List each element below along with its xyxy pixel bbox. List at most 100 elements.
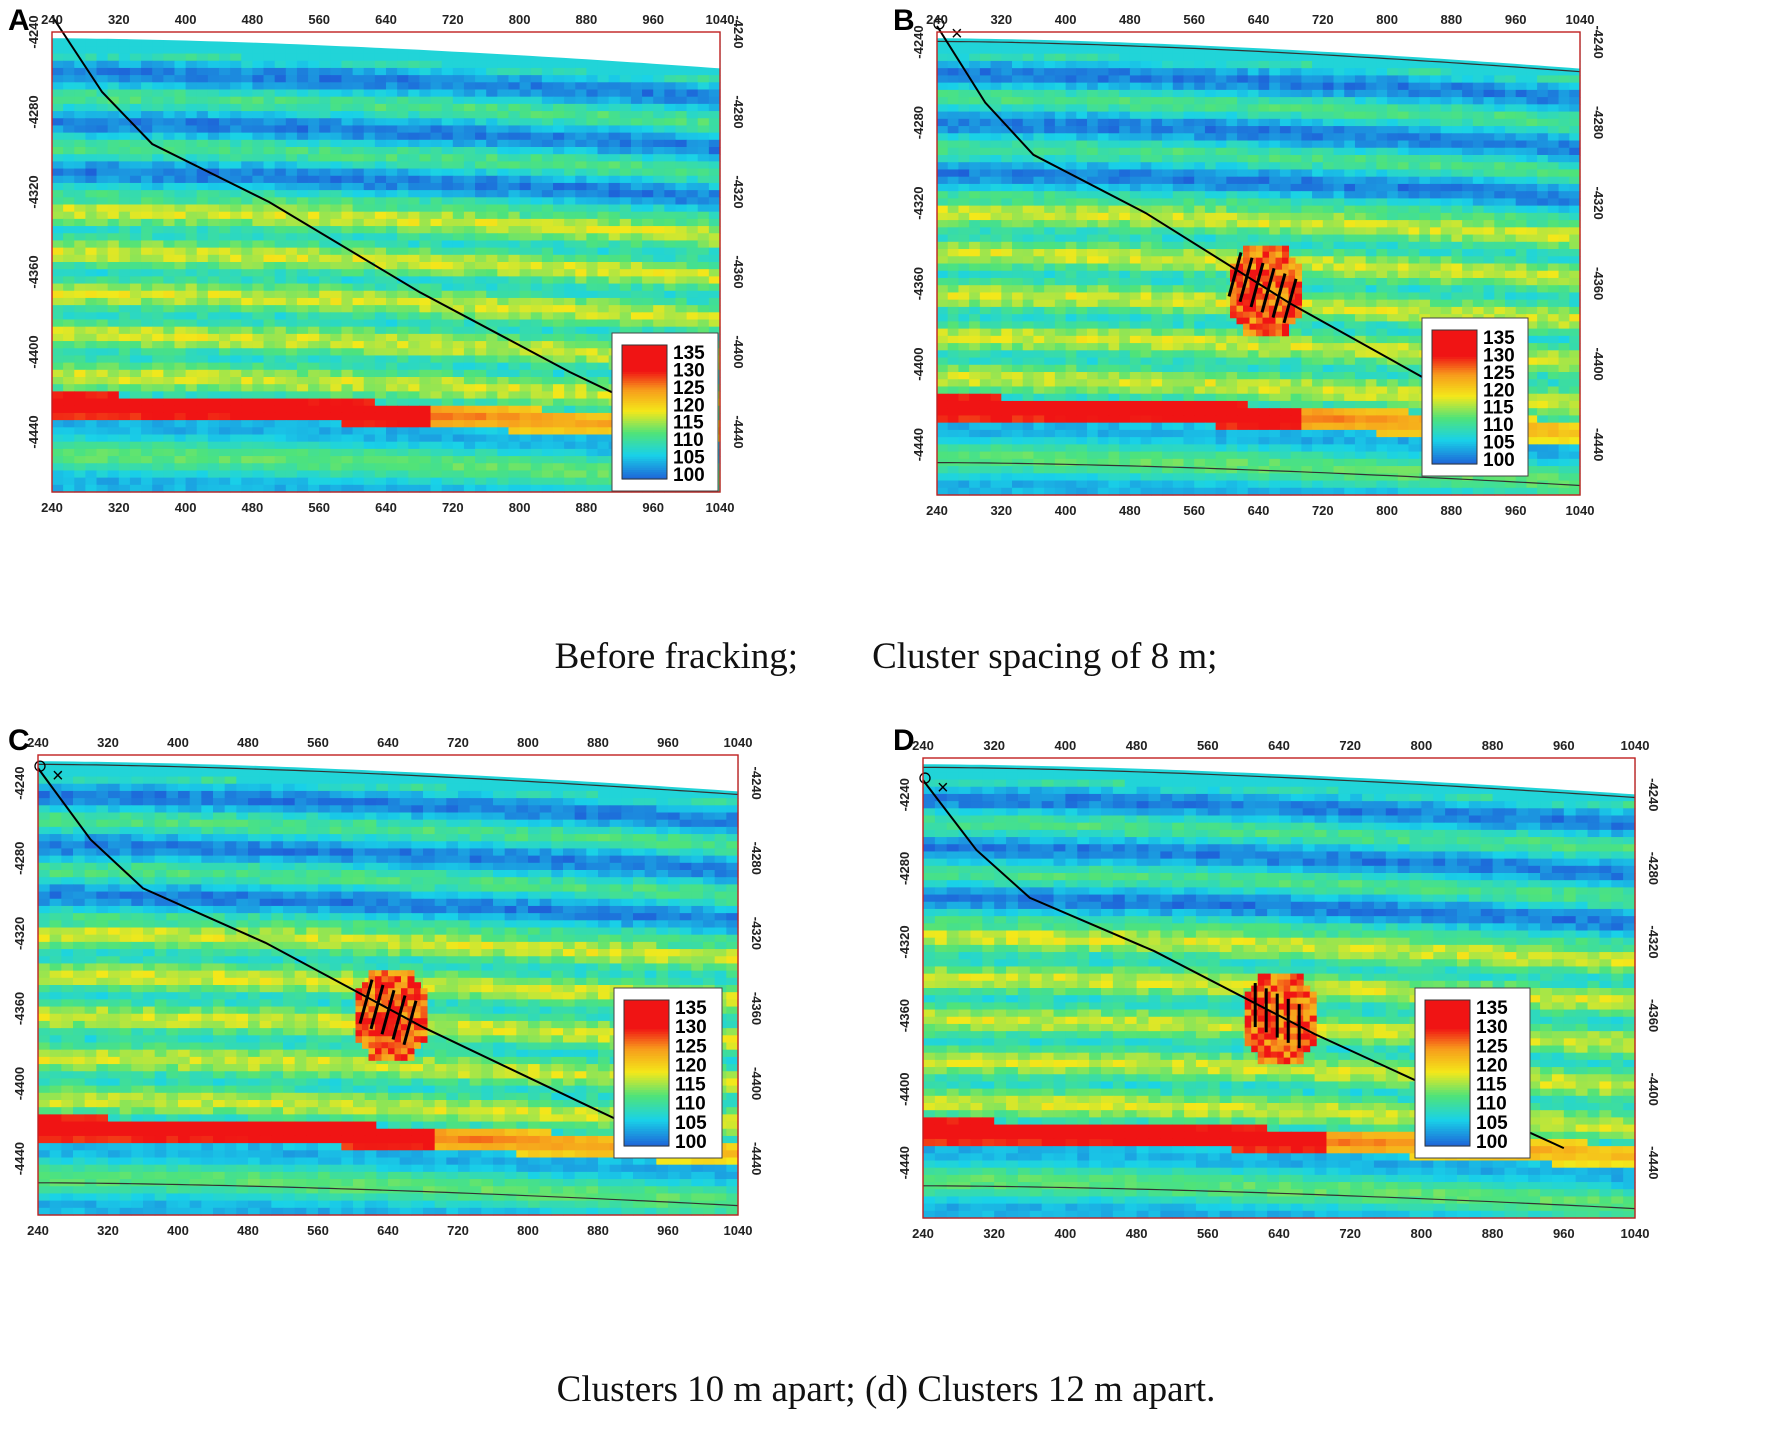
x-tick-label-bottom: 800 bbox=[509, 500, 531, 515]
wellhead-x-label: × bbox=[937, 777, 949, 799]
colorbar-tick-label: 110 bbox=[1483, 415, 1514, 436]
x-tick-label-bottom: 880 bbox=[1482, 1226, 1504, 1241]
y-tick-label-left: -4280 bbox=[897, 852, 912, 885]
y-tick-label-left: -4360 bbox=[26, 255, 41, 288]
y-tick-label-right: -4240 bbox=[1591, 25, 1606, 58]
y-tick-label-right: -4320 bbox=[749, 917, 764, 950]
x-tick-label-bottom: 480 bbox=[242, 500, 264, 515]
colorbar-tick-label: 125 bbox=[673, 378, 705, 399]
y-tick-label-left: -4400 bbox=[12, 1067, 27, 1100]
y-tick-label-left: -4240 bbox=[26, 15, 41, 48]
x-tick-label-top: 320 bbox=[983, 738, 1005, 753]
x-tick-label-top: 400 bbox=[1055, 738, 1077, 753]
wellhead-x-label: × bbox=[951, 23, 963, 45]
colorbar-tick-label: 115 bbox=[1483, 398, 1514, 419]
x-tick-label-top: 800 bbox=[517, 735, 539, 750]
y-tick-label-left: -4280 bbox=[911, 106, 926, 139]
y-tick-label-left: -4440 bbox=[911, 428, 926, 461]
x-tick-label-top: 960 bbox=[1553, 738, 1575, 753]
x-tick-label-bottom: 560 bbox=[307, 1223, 329, 1238]
y-tick-label-left: -4440 bbox=[26, 415, 41, 448]
y-tick-label-left: -4320 bbox=[897, 925, 912, 958]
colorbar-tick-label: 130 bbox=[673, 360, 705, 381]
x-tick-label-bottom: 240 bbox=[926, 503, 948, 518]
y-tick-label-left: -4360 bbox=[12, 992, 27, 1025]
frac-cluster-line bbox=[358, 979, 374, 1025]
x-tick-label-top: 960 bbox=[657, 735, 679, 750]
colorbar-tick-label: 135 bbox=[1476, 998, 1508, 1019]
frac-cluster-line bbox=[1249, 262, 1265, 308]
x-tick-label-bottom: 480 bbox=[1126, 1226, 1148, 1241]
colorbar-tick-label: 120 bbox=[1476, 1055, 1508, 1076]
y-tick-label-right: -4280 bbox=[731, 95, 746, 128]
seismic-section-plot: ×240240320320400400480480560560640640720… bbox=[12, 735, 764, 1238]
x-tick-label-bottom: 400 bbox=[175, 500, 197, 515]
y-tick-label-right: -4440 bbox=[1591, 428, 1606, 461]
y-tick-label-left: -4440 bbox=[897, 1146, 912, 1179]
top-horizon-line bbox=[936, 40, 1581, 73]
x-tick-label-top: 640 bbox=[1248, 12, 1270, 27]
colorbar-tick-label: 130 bbox=[1476, 1017, 1508, 1038]
y-tick-label-right: -4320 bbox=[1591, 186, 1606, 219]
x-tick-label-bottom: 320 bbox=[108, 500, 130, 515]
plot-frame bbox=[922, 757, 1636, 1219]
x-tick-label-bottom: 240 bbox=[27, 1223, 49, 1238]
y-tick-label-right: -4240 bbox=[731, 15, 746, 48]
x-tick-label-top: 240 bbox=[27, 735, 49, 750]
x-tick-label-bottom: 800 bbox=[517, 1223, 539, 1238]
top-horizon-line bbox=[923, 766, 1636, 799]
colorbar-tick-label: 130 bbox=[1483, 345, 1515, 366]
x-tick-label-top: 240 bbox=[926, 12, 948, 27]
colorbar-tick-label: 105 bbox=[675, 1113, 707, 1134]
x-tick-label-bottom: 720 bbox=[442, 500, 464, 515]
y-tick-label-left: -4360 bbox=[897, 999, 912, 1032]
frac-cluster-line bbox=[1227, 252, 1243, 297]
y-tick-label-right: -4360 bbox=[749, 992, 764, 1025]
y-tick-label-left: -4400 bbox=[897, 1073, 912, 1106]
x-tick-label-top: 800 bbox=[1376, 12, 1398, 27]
x-tick-label-top: 960 bbox=[1505, 12, 1527, 27]
x-tick-label-bottom: 400 bbox=[1055, 503, 1077, 518]
caption-bottom: Clusters 10 m apart; (d) Clusters 12 m a… bbox=[556, 1369, 1216, 1410]
x-tick-label-top: 1040 bbox=[1621, 738, 1650, 753]
x-tick-label-bottom: 560 bbox=[1183, 503, 1205, 518]
x-tick-label-top: 640 bbox=[377, 735, 399, 750]
colorbar-tick-label: 125 bbox=[1476, 1036, 1508, 1057]
x-tick-label-top: 480 bbox=[242, 12, 264, 27]
x-tick-label-bottom: 320 bbox=[990, 503, 1012, 518]
y-tick-label-right: -4400 bbox=[1591, 348, 1606, 381]
x-tick-label-top: 1040 bbox=[724, 735, 753, 750]
y-tick-label-right: -4400 bbox=[749, 1067, 764, 1100]
colorbar-tick-label: 120 bbox=[673, 395, 705, 416]
frac-cluster-line bbox=[402, 1000, 418, 1046]
x-tick-label-top: 560 bbox=[1183, 12, 1205, 27]
colorbar-tick-label: 135 bbox=[1483, 328, 1515, 349]
y-tick-label-left: -4400 bbox=[26, 335, 41, 368]
frac-cluster-line bbox=[391, 995, 407, 1040]
x-tick-label-top: 240 bbox=[912, 738, 934, 753]
colorbar-tick-label: 135 bbox=[673, 343, 705, 364]
x-tick-label-top: 720 bbox=[442, 12, 464, 27]
x-tick-label-top: 640 bbox=[375, 12, 397, 27]
top-mask bbox=[52, 30, 720, 69]
y-tick-label-right: -4360 bbox=[731, 255, 746, 288]
x-tick-label-bottom: 320 bbox=[97, 1223, 119, 1238]
colorbar-tick-label: 115 bbox=[1476, 1075, 1507, 1096]
x-tick-label-top: 720 bbox=[447, 735, 469, 750]
x-tick-label-top: 880 bbox=[1441, 12, 1463, 27]
colorbar-tick-label: 115 bbox=[675, 1075, 706, 1096]
bottom-horizon-line bbox=[923, 1185, 1636, 1210]
x-tick-label-top: 480 bbox=[1119, 12, 1141, 27]
plot-frame bbox=[37, 754, 739, 1216]
panel-D: D × 240 240 320 320 400 400 480 480 560 560 640 640 7… bbox=[885, 720, 1765, 1300]
panel-letter: D bbox=[893, 724, 915, 757]
colorbar-tick-label: 110 bbox=[1476, 1094, 1507, 1115]
x-tick-label-top: 1040 bbox=[706, 12, 735, 27]
x-tick-label-bottom: 480 bbox=[1119, 503, 1141, 518]
x-tick-label-top: 880 bbox=[1482, 738, 1504, 753]
x-tick-label-bottom: 720 bbox=[1339, 1226, 1361, 1241]
x-tick-label-top: 720 bbox=[1339, 738, 1361, 753]
